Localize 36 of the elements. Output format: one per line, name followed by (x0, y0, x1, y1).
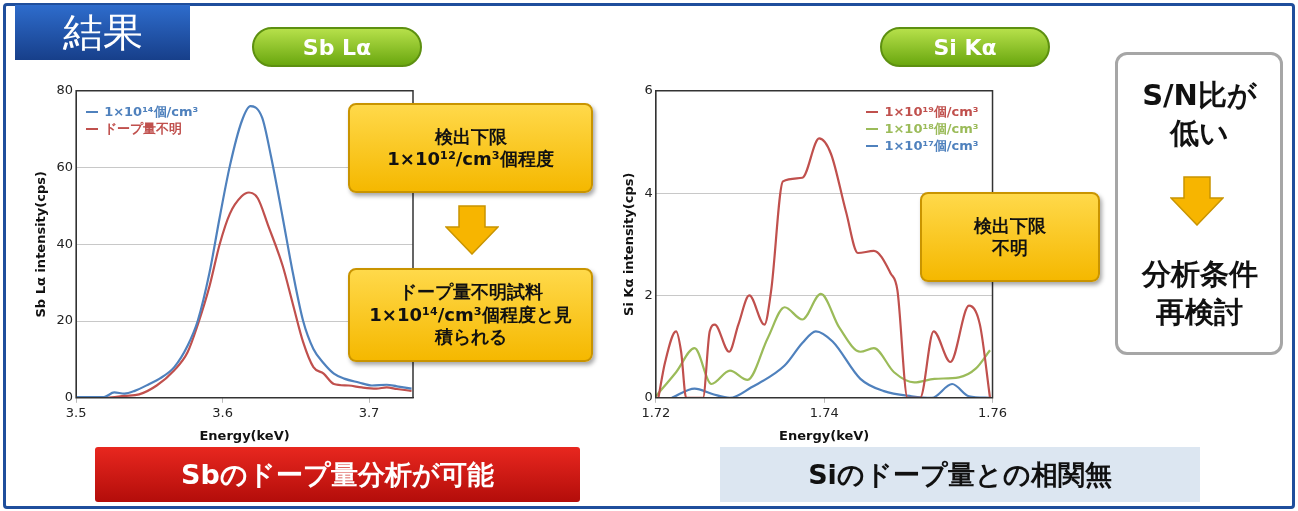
annotation: 検出下限 1×10¹²/cm³個程度 (387, 125, 554, 171)
text: 結果 (62, 8, 143, 57)
y-axis-title: Sb Lα intensity(cps) (33, 171, 49, 318)
legend-label: 1×10¹⁷個/cm³ (883, 136, 979, 154)
annotation: 検出下限不明 (972, 214, 1047, 260)
y-tick-label: 0 (644, 389, 653, 405)
x-tick-label: 1.76 (978, 404, 1007, 420)
y-axis-title: Si Kα intensity(cps) (621, 172, 637, 316)
text: 分析条件再検討 (1140, 256, 1259, 331)
text: Siのドープ量との相関無 (808, 457, 1112, 492)
x-tick-label: 1.72 (641, 404, 671, 420)
legend-label: 1×10¹⁴個/cm³ (103, 102, 199, 120)
legend-label: 1×10¹⁸個/cm³ (883, 119, 979, 137)
x-tick-label: 3.7 (358, 404, 380, 420)
legend-label: ドープ量不明 (103, 119, 184, 137)
y-tick-label: 20 (56, 312, 74, 328)
y-tick-label: 0 (64, 389, 74, 405)
y-tick-label: 60 (56, 158, 74, 174)
text: S/N比が低い (1141, 77, 1258, 152)
line-series (657, 137, 992, 398)
legend-label: 1×10¹⁹個/cm³ (883, 102, 979, 120)
y-tick-label: 2 (644, 286, 653, 302)
x-axis-title: Energy(keV) (199, 427, 290, 443)
x-tick-label: 1.74 (809, 404, 839, 420)
y-tick-label: 40 (56, 235, 74, 251)
x-tick-label: 3.5 (65, 404, 87, 420)
y-tick-label: 80 (56, 82, 74, 98)
chart-title: Sb Lα (252, 27, 422, 67)
line-series (655, 292, 992, 398)
y-tick-label: 4 (644, 184, 653, 200)
annotation: ドープ量不明試料 1×10¹⁴/cm³個程度と見積られる (368, 281, 573, 349)
y-tick-label: 6 (644, 82, 653, 98)
chart-title: Si Kα (880, 27, 1050, 67)
x-axis-title: Energy(keV) (779, 427, 870, 443)
text: Sbのドープ量分析が可能 (181, 457, 494, 492)
x-tick-label: 3.6 (212, 404, 233, 420)
